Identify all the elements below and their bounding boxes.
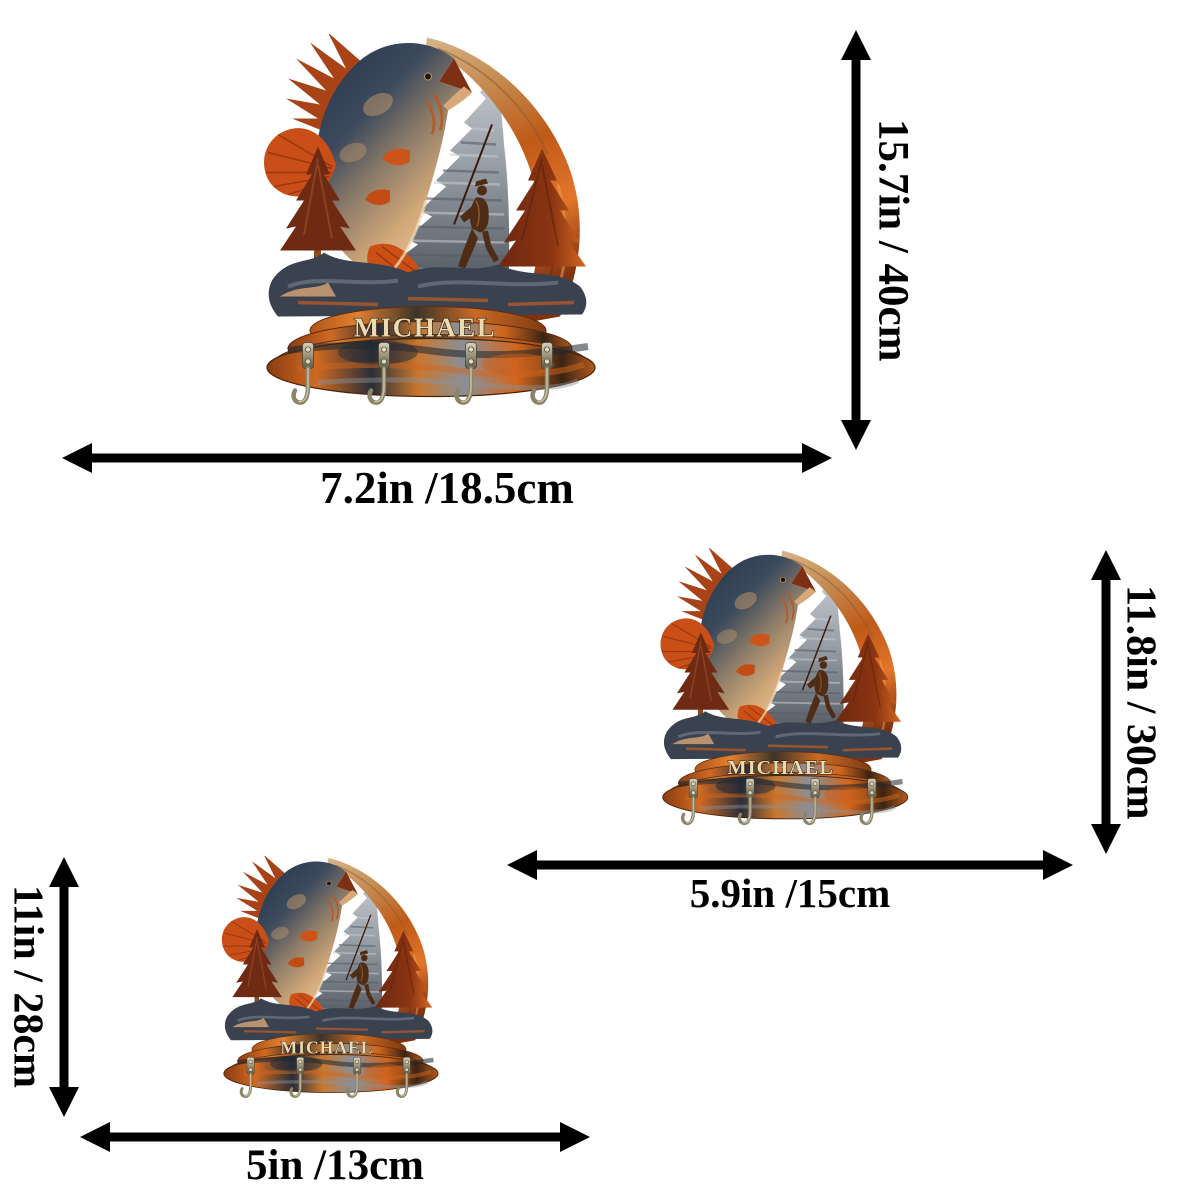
height-arrow-large [841, 30, 871, 450]
width-label-medium: 5.9in /15cm [689, 870, 891, 916]
keyholder-image-small [212, 856, 446, 1101]
width-arrow-medium [507, 850, 1073, 880]
height-label-small: 11in / 28cm [4, 885, 51, 1089]
height-label-large: 15.7in / 40cm [869, 118, 917, 362]
width-arrow-large [62, 443, 832, 473]
height-arrow-medium [1091, 550, 1121, 854]
keyholder-image-medium [656, 548, 910, 829]
width-label-large: 7.2in /18.5cm [320, 463, 574, 513]
width-label-small: 5in /13cm [246, 1142, 424, 1189]
keyholder-image-large [258, 34, 598, 410]
width-arrow-small [80, 1122, 590, 1152]
height-label-medium: 11.8in / 30cm [1117, 584, 1164, 820]
height-arrow-small [49, 857, 79, 1117]
